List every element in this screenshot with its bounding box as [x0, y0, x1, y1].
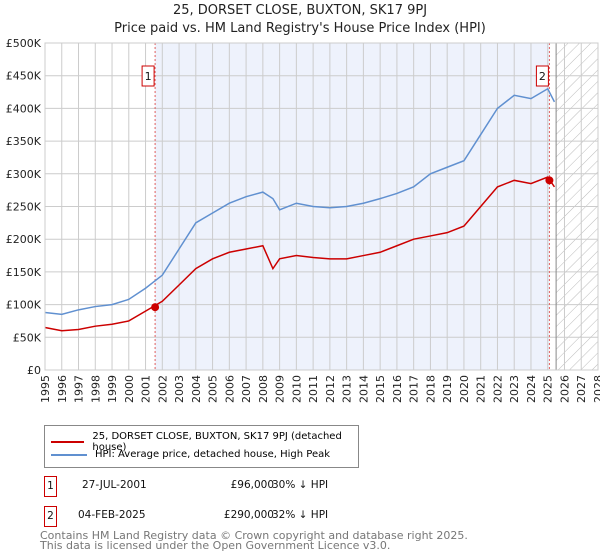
sale-hpi: 32% ↓ HPI — [272, 509, 329, 521]
x-tick-label: 2023 — [508, 375, 521, 403]
x-tick-label: 2016 — [391, 375, 404, 403]
legend-label-property: 25, DORSET CLOSE, BUXTON, SK17 9PJ (deta… — [92, 431, 342, 453]
y-tick-label: £350K — [6, 135, 42, 148]
y-tick-label: £250K — [6, 201, 42, 214]
sale-marker: 1 — [44, 476, 57, 497]
footer-line: Contains HM Land Registry data © Crown c… — [40, 529, 468, 542]
sale-row: 2 04-FEB-2025 £290,000 32% ↓ HPI — [44, 506, 444, 527]
x-tick-label: 2018 — [424, 375, 437, 403]
x-tick-label: 1998 — [89, 375, 102, 403]
sale-point — [545, 176, 554, 185]
series-line — [44, 87, 556, 316]
sale-date: 04-FEB-2025 — [78, 509, 146, 521]
y-tick-label: £300K — [6, 168, 42, 181]
sale-marker: 2 — [44, 506, 57, 527]
y-tick-label: £400K — [6, 102, 42, 115]
x-tick-label: 2015 — [374, 375, 387, 403]
x-tick-label: 2027 — [575, 375, 588, 403]
sale-marker-box — [535, 65, 549, 87]
x-tick-label: 2028 — [592, 375, 600, 403]
x-tick-label: 1999 — [106, 375, 119, 403]
x-tick-label: 2001 — [140, 375, 153, 403]
x-tick-label: 2020 — [458, 375, 471, 403]
legend-blue-line — [51, 453, 87, 456]
chart-subtitle: Price paid vs. HM Land Registry's House … — [114, 21, 486, 36]
x-tick-label: 2025 — [542, 375, 555, 403]
x-tick-label: 2004 — [190, 375, 203, 403]
chart: 1995 1996 1997 1998 1999 2000 2001 2002 2003 2004… — [6, 37, 600, 403]
sale-row: 1 27-JUL-2001 £96,000 30% ↓ HPI — [44, 476, 444, 497]
x-tick-label: 2005 — [207, 375, 220, 403]
y-tick-label: £50K — [13, 331, 42, 344]
sale-hpi: 30% ↓ HPI — [272, 479, 329, 491]
y-tick-label: £450K — [6, 70, 42, 83]
x-tick-label: 2007 — [240, 375, 253, 403]
x-tick-label: 1997 — [73, 375, 86, 403]
x-tick-label: 2024 — [525, 375, 538, 403]
legend-red-line — [51, 441, 85, 443]
x-tick-label: 2011 — [307, 375, 320, 403]
y-tick-label: £150K — [6, 266, 42, 279]
x-tick-label: 2026 — [558, 375, 571, 403]
x-tick-label: 2014 — [357, 375, 370, 403]
x-tick-label: 2008 — [257, 375, 270, 403]
chart-title: 25, DORSET CLOSE, BUXTON, SK17 9PJ — [172, 3, 428, 18]
sale-marker-box — [141, 65, 155, 87]
x-tick-label: 2012 — [324, 375, 337, 403]
x-tick-label: 2022 — [491, 375, 504, 403]
x-tick-label: 2009 — [274, 375, 287, 403]
sale-point — [151, 303, 160, 312]
x-tick-label: 2006 — [223, 375, 236, 403]
x-tick-label: 2013 — [341, 375, 354, 403]
sale-marker-label: 1 — [145, 70, 152, 83]
x-tick-label: 2010 — [290, 375, 303, 403]
x-tick-label: 2017 — [408, 375, 421, 403]
series-line — [44, 176, 556, 332]
x-tick-label: 2002 — [156, 375, 169, 403]
plot-border — [44, 42, 599, 371]
x-tick-label: 2003 — [173, 375, 186, 403]
y-tick-label: £0 — [27, 364, 41, 377]
y-tick-label: £200K — [6, 233, 42, 246]
y-tick-label: £500K — [6, 37, 42, 50]
x-tick-label: 2021 — [475, 375, 488, 403]
footer-line: This data is licensed under the Open Gov… — [40, 539, 391, 552]
sale-price: £290,000 — [223, 509, 274, 521]
x-tick-label: 2000 — [123, 375, 136, 403]
x-tick-label: 1995 — [39, 375, 52, 403]
sale-marker-label: 2 — [539, 70, 546, 83]
legend: 25, DORSET CLOSE, BUXTON, SK17 9PJ (deta… — [44, 425, 359, 468]
x-tick-label: 2019 — [441, 375, 454, 403]
y-tick-label: £100K — [6, 299, 42, 312]
sale-date: 27-JUL-2001 — [82, 479, 147, 491]
legend-label-hpi: HPI: Average price, detached house, High… — [95, 449, 331, 460]
sale-price: £96,000 — [230, 479, 274, 491]
footer: Contains HM Land Registry data © Crown c… — [40, 529, 468, 552]
x-tick-label: 1996 — [56, 375, 69, 403]
